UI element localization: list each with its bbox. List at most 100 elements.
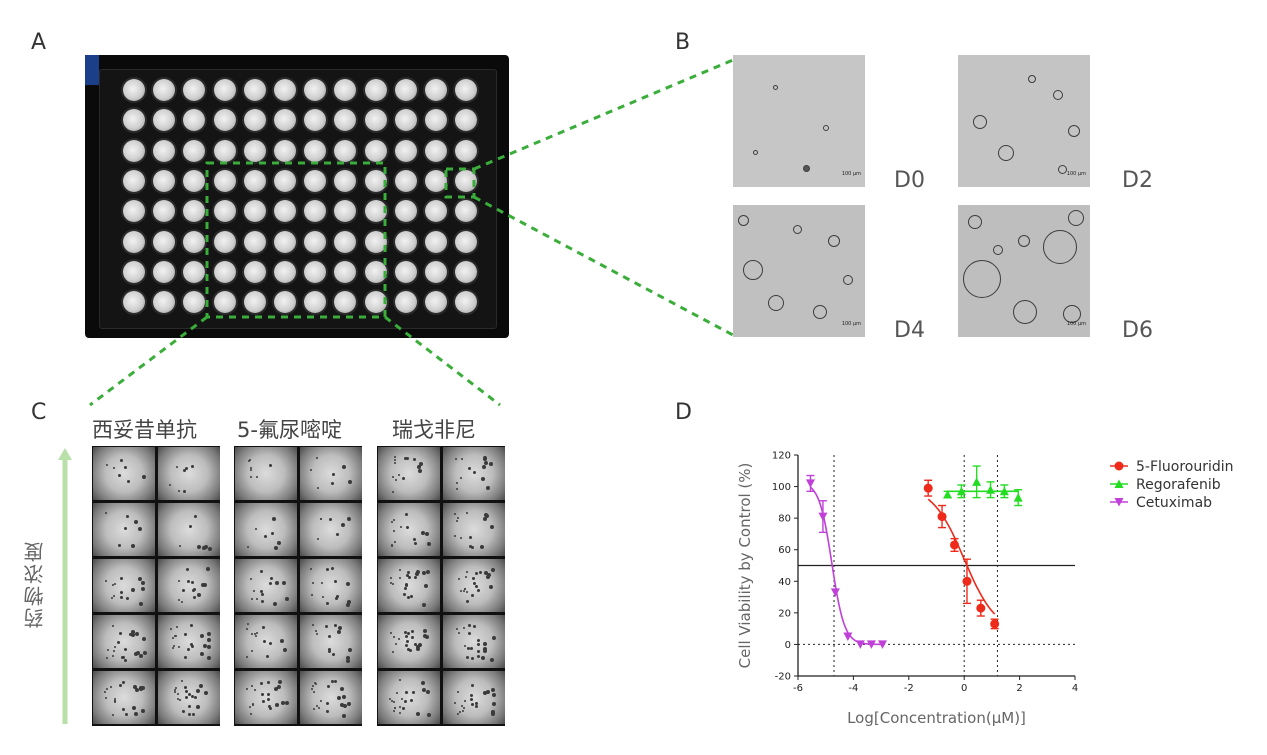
plate-well: [274, 139, 296, 162]
plate-well: [153, 260, 176, 283]
plate-well: [364, 79, 387, 101]
data-point: [855, 640, 865, 649]
scalebar-d0: 100 μm: [841, 171, 861, 177]
data-point: [990, 619, 1000, 629]
plate-well: [394, 109, 417, 132]
plate-well: [213, 109, 236, 132]
zoom-line-left: [89, 315, 208, 407]
plate-well: [213, 79, 236, 101]
organoid-well-image: [93, 671, 155, 724]
organoid-well-image: [235, 447, 297, 500]
organoid-well-image: [300, 503, 362, 556]
plate-well: [364, 169, 387, 192]
plate-well: [243, 79, 266, 101]
data-point: [972, 477, 982, 486]
data-point: [986, 485, 996, 494]
plate-well: [183, 291, 206, 314]
plate-well: [304, 169, 327, 192]
plate-well: [274, 200, 296, 223]
scalebar-d4: 100 μm: [841, 321, 861, 327]
plate-well: [304, 79, 327, 101]
plate-well: [334, 79, 357, 101]
plate-well: [153, 79, 176, 101]
plate-well: [425, 230, 447, 253]
data-point: [1013, 493, 1023, 502]
plate-well: [183, 230, 206, 253]
series-5-fluorouridin: [923, 479, 1000, 630]
y-tick-label: 0: [785, 640, 791, 651]
plate-well: [153, 230, 176, 253]
highlight-well-rect: [444, 167, 476, 199]
plate-well: [394, 230, 417, 253]
plate-well: [394, 169, 417, 192]
plate-well: [425, 79, 447, 101]
organoid-well-image: [443, 671, 505, 724]
plate-well: [213, 230, 236, 253]
plate-well: [364, 139, 387, 162]
plate-well: [274, 260, 296, 283]
plate-well: [123, 139, 145, 162]
legend-label: 5-Fluorouridin: [1136, 459, 1234, 475]
organoid-well-image: [443, 615, 505, 668]
zoom-line-top: [473, 58, 734, 171]
y-tick-label: -20: [775, 672, 791, 683]
plate-well: [213, 291, 236, 314]
organoid-well-image: [93, 559, 155, 612]
plate-well: [455, 200, 478, 223]
plate-well: [274, 169, 296, 192]
drug-label-regorafenib: 瑞戈非尼: [392, 418, 476, 442]
data-point: [1114, 461, 1124, 471]
organoid-well-image: [300, 559, 362, 612]
x-tick-label: 2: [1016, 683, 1022, 694]
organoid-well-image: [443, 503, 505, 556]
organoid-well-image: [235, 615, 297, 668]
data-point: [1114, 479, 1124, 488]
y-tick-label: 40: [778, 577, 791, 588]
series-regorafenib: [943, 465, 1023, 507]
organoid-well-image: [378, 559, 440, 612]
plate-well: [123, 291, 145, 314]
plate-well: [364, 230, 387, 253]
plate-well: [274, 109, 296, 132]
plate-well: [243, 260, 266, 283]
plate-well: [364, 200, 387, 223]
day-label-d0: D0: [894, 168, 925, 193]
plate-well: [334, 139, 357, 162]
data-point: [805, 479, 815, 488]
fit-curve: [927, 498, 996, 615]
plate-well: [274, 291, 296, 314]
plate-well: [394, 139, 417, 162]
organoid-well-image: [235, 559, 297, 612]
organoid-well-image: [158, 447, 220, 500]
panel-label-d: D: [675, 400, 692, 425]
plate-well: [274, 79, 296, 101]
x-tick-label: 4: [1072, 683, 1078, 694]
plate-well: [455, 79, 478, 101]
y-axis-title: Cell Viability by Control (%): [736, 463, 754, 669]
highlight-region-rect: [205, 161, 387, 319]
plate-well: [123, 169, 145, 192]
plate-well: [394, 79, 417, 101]
plate-well: [455, 291, 478, 314]
series-cetuximab: [805, 474, 887, 649]
plate-well: [153, 109, 176, 132]
plate-well: [304, 139, 327, 162]
plate-well: [304, 230, 327, 253]
plate-well: [183, 260, 206, 283]
plate-well: [394, 200, 417, 223]
organoid-well-image: [93, 447, 155, 500]
data-point: [950, 540, 960, 550]
panel-label-b: B: [675, 30, 691, 55]
data-point: [962, 576, 972, 586]
plate-well: [213, 260, 236, 283]
organoid-well-image: [158, 503, 220, 556]
day-label-d2: D2: [1122, 168, 1153, 193]
plate-well: [455, 109, 478, 132]
chart-reference-lines: [798, 455, 1075, 676]
concentration-axis-label: 药物浓度: [23, 540, 47, 628]
plate-well: [243, 169, 266, 192]
well-strip-5fu: [234, 446, 362, 726]
